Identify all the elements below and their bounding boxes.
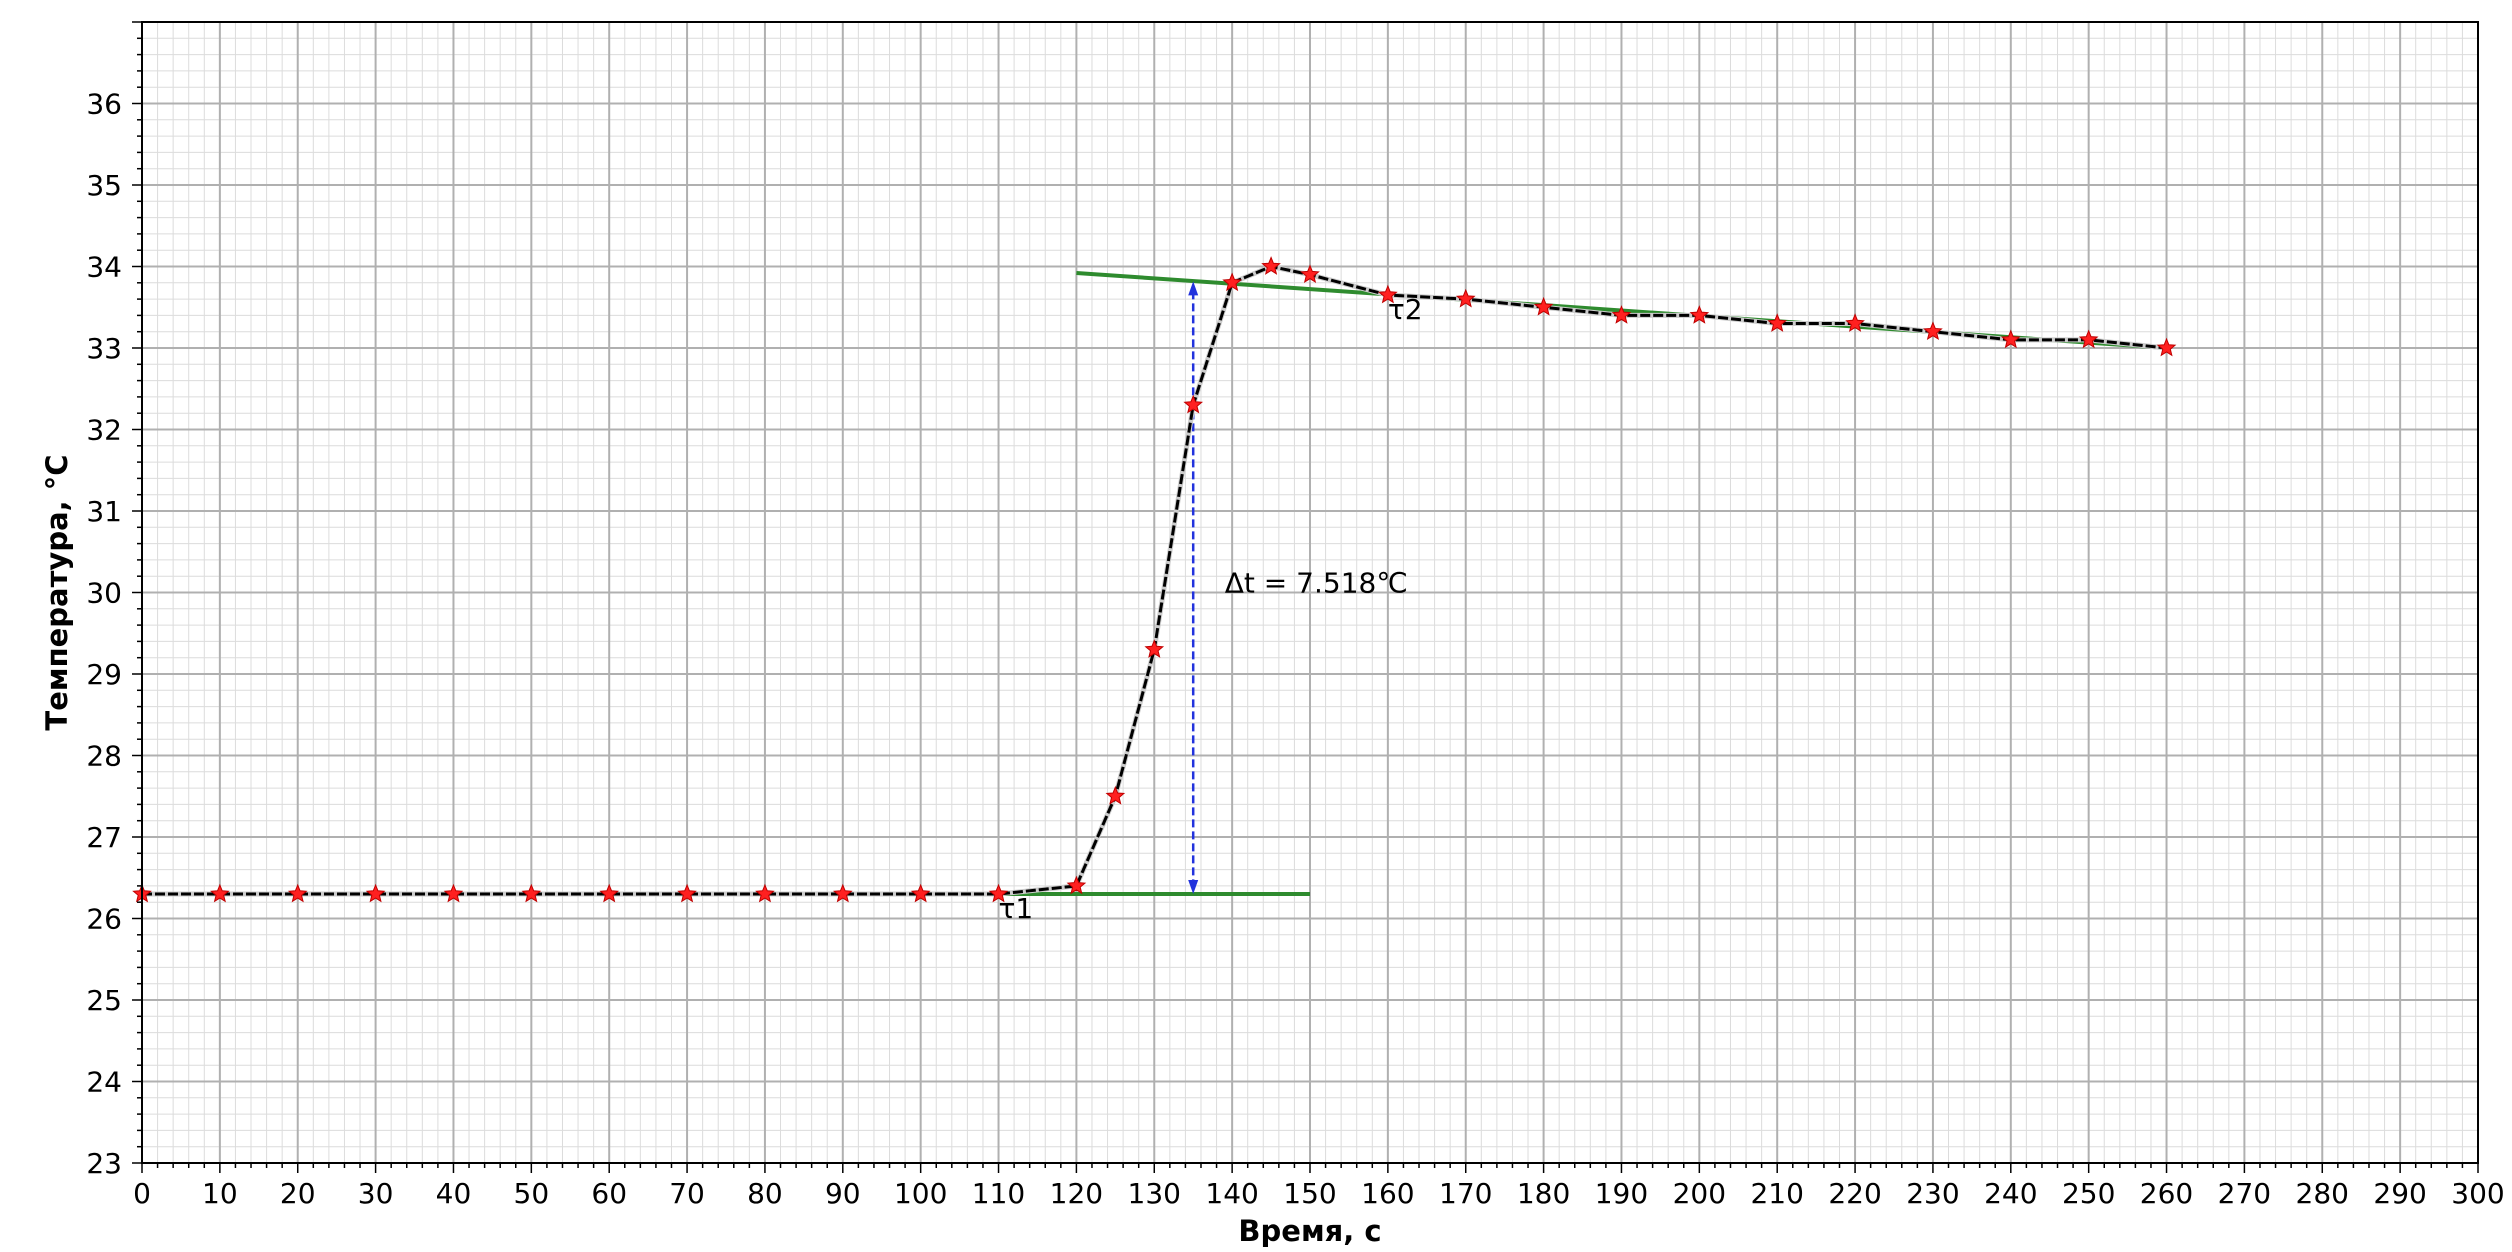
x-tick-label: 80	[747, 1177, 783, 1210]
x-tick-label: 180	[1517, 1177, 1570, 1210]
annotation-label: Δt = 7.518℃	[1225, 566, 1408, 599]
x-tick-label: 140	[1205, 1177, 1258, 1210]
y-tick-label: 27	[86, 821, 122, 854]
x-tick-label: 190	[1595, 1177, 1648, 1210]
y-tick-label: 24	[86, 1066, 122, 1099]
x-tick-label: 150	[1283, 1177, 1336, 1210]
data-point-marker	[210, 883, 230, 903]
x-tick-label: 60	[591, 1177, 627, 1210]
y-tick-label: 31	[86, 495, 122, 528]
data-point-marker	[1923, 321, 1943, 341]
data-point-marker	[1105, 785, 1126, 805]
x-tick-label: 120	[1050, 1177, 1103, 1210]
data-point-marker	[832, 883, 853, 903]
data-point-marker	[2078, 329, 2099, 349]
y-tick-label: 34	[86, 251, 122, 284]
data-point-marker	[599, 883, 620, 903]
y-tick-label: 33	[86, 332, 122, 365]
x-tick-label: 70	[669, 1177, 705, 1210]
data-point-marker	[1300, 264, 1320, 284]
y-tick-label: 26	[86, 903, 122, 936]
x-tick-label: 110	[972, 1177, 1025, 1210]
y-tick-label: 32	[86, 414, 122, 447]
x-tick-label: 160	[1361, 1177, 1414, 1210]
axis-ticks	[132, 21, 2479, 1173]
x-tick-label: 200	[1673, 1177, 1726, 1210]
x-tick-label: 270	[2218, 1177, 2271, 1210]
data-point-marker	[2000, 329, 2021, 349]
data-point-marker	[2156, 337, 2177, 357]
data-point-marker	[988, 883, 1009, 903]
x-tick-label: 50	[514, 1177, 550, 1210]
y-tick-label: 35	[86, 169, 122, 202]
data-point-marker	[677, 883, 697, 903]
data-point-marker	[1066, 875, 1087, 895]
data-point-marker	[1767, 313, 1788, 332]
y-tick-label: 28	[86, 740, 122, 773]
data-point-marker	[1455, 288, 1476, 308]
x-tick-label: 300	[2451, 1177, 2504, 1210]
y-tick-label: 29	[86, 658, 122, 691]
x-tick-label: 240	[1984, 1177, 2037, 1210]
x-tick-label: 230	[1906, 1177, 1959, 1210]
x-tick-label: 10	[202, 1177, 238, 1210]
x-tick-label: 210	[1750, 1177, 1803, 1210]
x-tick-label: 260	[2140, 1177, 2193, 1210]
x-tick-label: 290	[2373, 1177, 2426, 1210]
annotations: τ1 τ2 Δt = 7.518℃	[999, 293, 1423, 925]
measurement-markers	[132, 256, 2177, 903]
x-tick-labels: 0 10 20 30 40 50 60 70 80 90 100 110 120 130 140 150 160…	[133, 1177, 2505, 1210]
delta-arrow-head-bottom	[1188, 880, 1199, 895]
data-point-marker	[755, 883, 775, 903]
data-point-marker	[1183, 394, 1204, 414]
delta-arrow	[1188, 281, 1199, 895]
x-tick-label: 30	[358, 1177, 394, 1210]
data-point-marker	[365, 883, 386, 903]
x-tick-label: 40	[436, 1177, 472, 1210]
data-point-marker	[910, 883, 931, 903]
x-tick-label: 250	[2062, 1177, 2115, 1210]
data-point-marker	[521, 883, 542, 903]
y-tick-label: 23	[86, 1147, 122, 1180]
data-point-marker	[1689, 305, 1710, 324]
data-point-marker	[1378, 284, 1398, 304]
data-point-marker	[1611, 305, 1632, 324]
x-axis-title: Время, с	[1238, 1214, 1381, 1248]
x-tick-label: 220	[1828, 1177, 1881, 1210]
y-tick-labels: 23 24 25 26 27 28 29 30 31 32 33 34 35 36	[86, 88, 122, 1181]
x-tick-label: 100	[894, 1177, 947, 1210]
data-point-marker	[287, 883, 308, 903]
x-tick-label: 0	[133, 1177, 151, 1210]
major-grid	[141, 22, 2479, 1164]
delta-arrow-head-top	[1188, 281, 1199, 296]
y-tick-label: 30	[86, 577, 122, 610]
data-point-marker	[1261, 256, 1281, 275]
x-tick-label: 20	[280, 1177, 316, 1210]
data-point-marker	[1845, 313, 1865, 332]
data-point-marker	[1533, 296, 1554, 316]
annotation-label: τ1	[999, 892, 1034, 925]
data-point-marker	[1144, 639, 1165, 658]
y-tick-label: 36	[86, 88, 122, 121]
x-tick-label: 130	[1128, 1177, 1181, 1210]
x-tick-label: 90	[825, 1177, 861, 1210]
x-tick-label: 170	[1439, 1177, 1492, 1210]
data-point-marker	[1222, 272, 1242, 292]
y-tick-label: 25	[86, 984, 122, 1017]
measurement-line	[142, 264, 2167, 896]
annotation-label: τ2	[1388, 293, 1423, 326]
data-point-marker	[443, 883, 464, 903]
y-axis-title: Температура, °C	[40, 454, 74, 730]
x-tick-label: 280	[2296, 1177, 2349, 1210]
measurement-series	[142, 263, 2167, 897]
